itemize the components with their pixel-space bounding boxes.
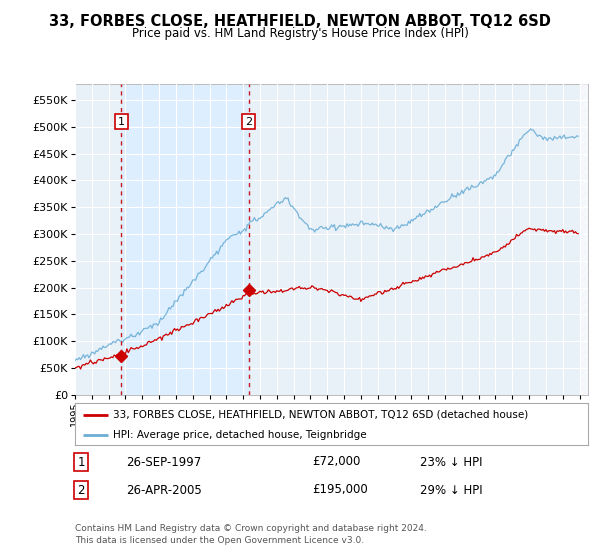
Text: 26-SEP-1997: 26-SEP-1997: [126, 455, 201, 469]
Text: This data is licensed under the Open Government Licence v3.0.: This data is licensed under the Open Gov…: [75, 536, 364, 545]
Text: £72,000: £72,000: [312, 455, 361, 469]
Text: 33, FORBES CLOSE, HEATHFIELD, NEWTON ABBOT, TQ12 6SD: 33, FORBES CLOSE, HEATHFIELD, NEWTON ABB…: [49, 14, 551, 29]
Text: Contains HM Land Registry data © Crown copyright and database right 2024.: Contains HM Land Registry data © Crown c…: [75, 524, 427, 533]
Text: HPI: Average price, detached house, Teignbridge: HPI: Average price, detached house, Teig…: [113, 430, 367, 440]
Text: 29% ↓ HPI: 29% ↓ HPI: [420, 483, 482, 497]
Text: 33, FORBES CLOSE, HEATHFIELD, NEWTON ABBOT, TQ12 6SD (detached house): 33, FORBES CLOSE, HEATHFIELD, NEWTON ABB…: [113, 410, 529, 420]
Text: 1: 1: [118, 116, 125, 127]
Text: 23% ↓ HPI: 23% ↓ HPI: [420, 455, 482, 469]
Bar: [121, 84, 249, 395]
Text: 1: 1: [77, 455, 85, 469]
Text: £195,000: £195,000: [312, 483, 368, 497]
Text: 2: 2: [77, 483, 85, 497]
Text: 26-APR-2005: 26-APR-2005: [126, 483, 202, 497]
Text: 2: 2: [245, 116, 253, 127]
Text: Price paid vs. HM Land Registry's House Price Index (HPI): Price paid vs. HM Land Registry's House …: [131, 27, 469, 40]
